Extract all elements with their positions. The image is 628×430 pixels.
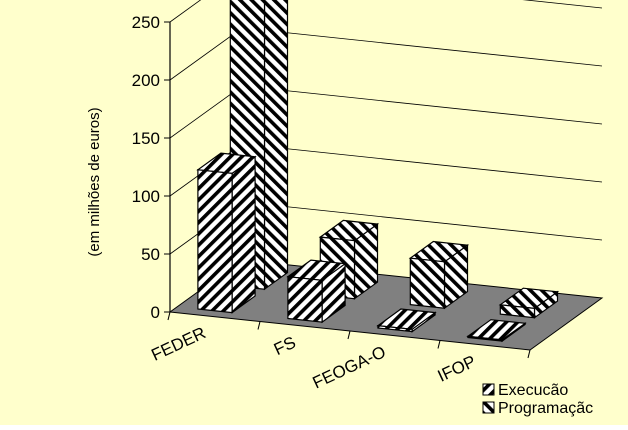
bar-programacao-feoga-o	[408, 240, 470, 310]
x-tick-mark	[437, 340, 441, 349]
y-tick-label: 100	[132, 187, 160, 206]
bar-execucao-ifop	[466, 319, 527, 343]
bar-programacao-ifop	[498, 287, 560, 319]
bar-execucao-feder	[196, 152, 257, 314]
legend-label: Execucão	[498, 382, 568, 399]
y-axis-title: (em milhões de euros)	[86, 107, 103, 256]
legend-label: Programaçãc	[498, 400, 593, 417]
y-tick-label: 0	[151, 303, 160, 322]
x-tick-mark	[347, 330, 351, 340]
legend-swatch	[482, 401, 495, 414]
bar-execucao-fse	[286, 259, 347, 324]
bar-execucao-feoga-o	[376, 308, 437, 333]
gridline	[169, 0, 603, 23]
x-tick-mark	[257, 321, 261, 330]
legend-swatch	[482, 383, 495, 396]
y-tick-label: 250	[132, 13, 160, 32]
y-tick-label: 150	[132, 129, 160, 148]
x-tick-mark	[167, 311, 171, 321]
x-tick-mark	[527, 349, 531, 359]
bar-programacao-fse	[318, 219, 380, 300]
y-tick-label: 50	[141, 245, 160, 264]
y-tick-label: 200	[132, 71, 160, 90]
